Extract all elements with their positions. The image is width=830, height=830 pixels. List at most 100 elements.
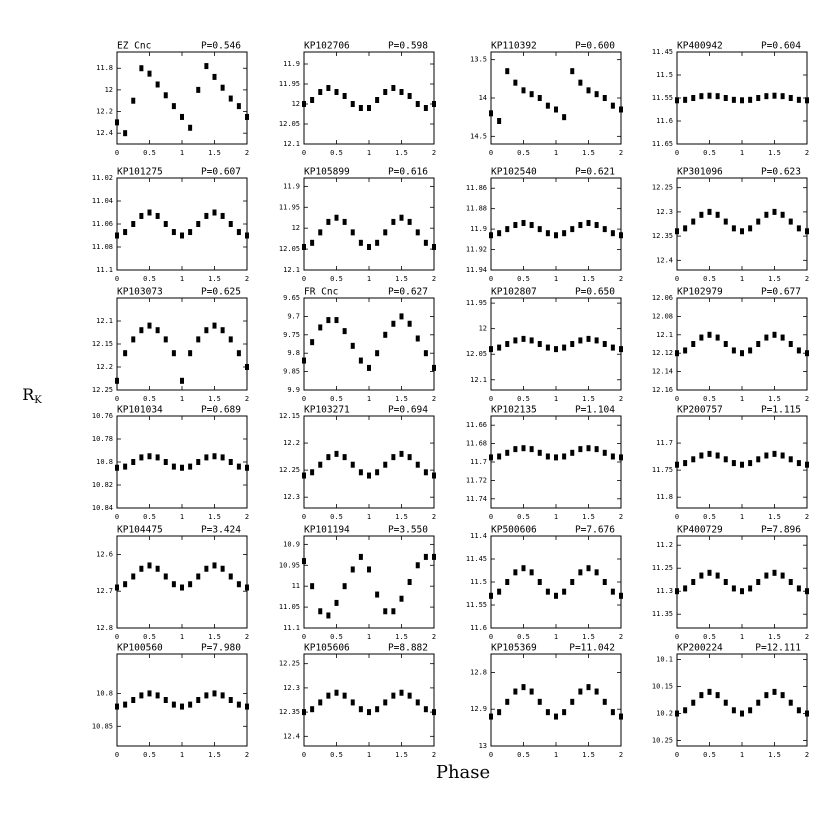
data-point — [155, 692, 160, 699]
x-tick-label: 1 — [554, 633, 558, 641]
panel-period: P=7.980 — [201, 643, 241, 654]
panel: KP110392 P=0.600 0 0.5 1 1.5 2 13.5 14 14.5 — [470, 41, 623, 158]
data-point — [513, 569, 518, 576]
panel-frame — [490, 653, 622, 747]
data-point — [731, 707, 736, 714]
panel-title: KP104475 — [117, 525, 163, 536]
x-tick-label: 2 — [245, 149, 249, 157]
data-point — [350, 461, 355, 468]
data-point — [715, 572, 720, 579]
data-point — [131, 336, 136, 343]
panel-period: P=0.546 — [201, 41, 241, 52]
data-point — [740, 228, 744, 235]
data-point — [788, 95, 793, 101]
data-point — [723, 579, 728, 585]
data-point — [399, 214, 404, 221]
data-point — [188, 229, 193, 236]
y-tick-label: 11.95 — [466, 299, 487, 307]
data-point — [764, 452, 769, 459]
y-tick-label: 13 — [479, 742, 487, 750]
data-point — [699, 93, 704, 100]
y-tick-label: 12.35 — [279, 708, 300, 716]
data-point — [367, 472, 371, 479]
data-point — [619, 346, 623, 353]
data-point — [715, 93, 720, 100]
data-point — [764, 211, 769, 218]
y-tick-label: 12.15 — [279, 412, 300, 420]
data-point — [570, 698, 575, 705]
x-tick-label: 1.5 — [395, 751, 408, 759]
data-point — [171, 229, 176, 236]
data-point — [163, 697, 168, 703]
data-point — [707, 688, 712, 695]
y-tick-label: 12 — [292, 224, 300, 232]
panel-period: P=0.677 — [761, 287, 801, 298]
x-tick-label: 0.5 — [703, 513, 716, 521]
y-tick-label: 14.5 — [470, 132, 487, 140]
data-point — [180, 113, 184, 120]
panel: KP400729 P=7.896 0 0.5 1 1.5 2 11.2 11.25 11.3 11.… — [652, 525, 809, 642]
x-tick-label: 1.5 — [768, 751, 781, 759]
panel-title: EZ Cnc — [117, 41, 151, 52]
data-point — [772, 450, 777, 457]
x-tick-label: 1.5 — [208, 275, 221, 283]
data-point — [602, 341, 607, 347]
data-point — [537, 226, 542, 233]
x-tick-label: 0 — [115, 633, 119, 641]
x-tick-label: 1.5 — [582, 395, 595, 403]
panel-title: KP102979 — [677, 287, 723, 298]
x-tick-label: 0 — [489, 275, 493, 283]
data-point — [723, 456, 728, 463]
data-point — [383, 461, 388, 468]
data-point — [554, 592, 558, 599]
data-point — [707, 92, 712, 99]
panel-title: KP200757 — [677, 405, 723, 416]
data-point — [399, 450, 404, 457]
data-point — [367, 364, 371, 371]
data-point — [171, 463, 176, 470]
data-point — [204, 692, 209, 699]
panel-title: KP301096 — [677, 167, 723, 178]
data-point — [139, 65, 144, 72]
data-point — [163, 459, 168, 465]
y-tick-label: 11.9 — [283, 182, 300, 190]
x-tick-label: 2 — [432, 275, 436, 283]
data-point — [236, 701, 241, 708]
data-point — [358, 239, 363, 246]
x-tick-label: 1.5 — [208, 633, 221, 641]
x-tick-label: 1 — [367, 275, 371, 283]
y-tick-label: 12 — [105, 86, 113, 94]
panel-title: KP102706 — [304, 41, 350, 52]
panel-title: KP105606 — [304, 643, 350, 654]
data-point — [756, 218, 761, 225]
data-point — [310, 239, 315, 246]
y-tick-label: 11.1 — [96, 266, 113, 274]
data-point — [131, 697, 136, 703]
panel-period: P=3.424 — [201, 525, 241, 536]
data-point — [578, 222, 583, 229]
data-point — [594, 337, 599, 344]
panel-frame — [676, 177, 808, 271]
y-tick-label: 12.6 — [96, 550, 113, 558]
x-tick-label: 1.5 — [395, 633, 408, 641]
x-tick-label: 2 — [805, 275, 809, 283]
data-point — [196, 573, 201, 580]
data-point — [570, 449, 575, 456]
data-point — [594, 222, 599, 229]
data-point — [610, 344, 615, 351]
data-point — [334, 689, 339, 696]
data-point — [748, 347, 753, 354]
data-point — [383, 229, 388, 236]
data-point — [220, 692, 225, 699]
x-tick-label: 0.5 — [703, 149, 716, 157]
data-point — [756, 579, 761, 585]
panel-frame — [303, 177, 435, 271]
panel: KP100560 P=7.980 0 0.5 1 1.5 2 10.8 10.85 — [92, 643, 249, 760]
panel-period: P=0.625 — [201, 287, 241, 298]
data-point — [147, 209, 152, 216]
y-tick-label: 12.8 — [96, 624, 113, 632]
data-point — [196, 221, 201, 227]
data-point — [578, 569, 583, 576]
data-point — [772, 688, 777, 695]
panel: KP105899 P=0.616 0 0.5 1 1.5 2 11.9 11.95 12 12.05… — [279, 167, 436, 284]
